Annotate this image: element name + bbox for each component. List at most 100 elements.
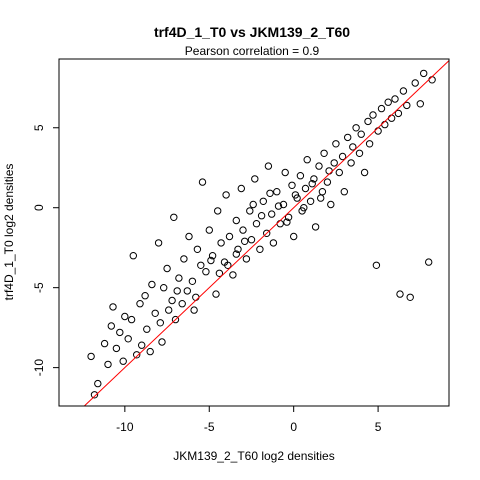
scatter-point — [214, 207, 222, 215]
y-tick-label: -5 — [32, 282, 46, 293]
scatter-point — [247, 236, 256, 244]
scatter-point — [112, 344, 121, 353]
scatter-point — [315, 162, 323, 170]
scatter-point — [127, 315, 136, 324]
scatter-point — [256, 245, 264, 254]
scatter-point — [197, 261, 205, 269]
scatter-point — [94, 379, 102, 388]
scatter-point — [300, 204, 308, 212]
scatter-point — [146, 347, 154, 356]
scatter-point — [173, 287, 181, 295]
scatter-point — [154, 239, 163, 247]
scatter-point — [384, 98, 392, 106]
scatter-point — [185, 232, 193, 241]
scatter-point — [190, 306, 198, 314]
scatter-point — [242, 255, 251, 263]
scatter-point — [163, 264, 171, 273]
scatter-point — [330, 159, 338, 167]
scatter-point — [264, 162, 273, 170]
scatter-point — [143, 325, 151, 333]
scatter-point — [252, 220, 261, 228]
scatter-point — [148, 280, 156, 289]
scatter-point — [158, 338, 166, 346]
fit-line-layer — [83, 60, 450, 407]
scatter-point — [406, 293, 414, 301]
scatter-point — [171, 315, 180, 324]
scatter-point — [284, 213, 293, 222]
scatter-point — [369, 111, 377, 119]
scatter-point — [281, 168, 289, 177]
x-axis-label: JKM139_2_T60 log2 densities — [173, 449, 334, 463]
scatter-point — [268, 210, 276, 218]
scatter-point — [273, 188, 281, 196]
scatter-point — [234, 245, 242, 254]
scatter-point — [178, 300, 186, 308]
scatter-point — [124, 335, 132, 343]
scatter-point — [229, 271, 237, 279]
scatter-point — [323, 178, 332, 186]
scatter-point — [215, 269, 224, 277]
scatter-point — [116, 328, 124, 337]
scatter-point — [241, 237, 249, 246]
chart-title: trf4D_1_T0 vs JKM139_2_T60 — [154, 24, 350, 40]
scatter-point — [391, 95, 399, 103]
y-tick-label: 0 — [32, 204, 46, 211]
scatter-point — [364, 117, 372, 126]
scatter-point — [237, 184, 246, 193]
y-axis-label: trf4D_1_T0 log2 densities — [2, 164, 16, 301]
scatter-point — [170, 213, 178, 222]
scatter-point — [317, 194, 325, 202]
scatter-point — [168, 296, 176, 305]
scatter-point — [259, 197, 267, 206]
scatter-point — [377, 104, 386, 113]
scatter-point — [425, 258, 433, 266]
scatter-point — [232, 216, 241, 225]
scatter-point — [310, 175, 318, 183]
scatter-point — [188, 277, 197, 285]
scatter-point — [104, 360, 112, 369]
x-tick-label: -10 — [116, 420, 134, 434]
scatter-point — [119, 357, 127, 365]
scatter-point — [301, 184, 310, 193]
scatter-point — [290, 232, 298, 241]
scatter-point — [296, 172, 305, 180]
scatter-point — [327, 200, 335, 209]
scatter-point — [332, 140, 340, 148]
scatter-point — [311, 223, 320, 231]
scatter-point — [291, 191, 300, 199]
scatter-point — [175, 274, 183, 282]
y-tick-label: -10 — [32, 359, 46, 377]
scatter-point — [399, 87, 408, 95]
scatter-point — [349, 143, 357, 151]
scatter-point — [180, 255, 188, 263]
scatter-point — [306, 197, 315, 206]
scatter-point — [198, 178, 207, 186]
scatter-point — [340, 188, 348, 196]
scatter-point — [151, 309, 159, 317]
scatter-point — [224, 261, 232, 269]
scatter-point — [205, 226, 214, 234]
scatter-point — [87, 352, 95, 361]
scatter-point — [360, 168, 369, 177]
scatter-point — [207, 256, 215, 265]
y-axis: -10 -5 0 5 — [32, 124, 60, 377]
scatter-point — [403, 101, 411, 110]
scatter-point — [279, 200, 288, 209]
scatter-point — [416, 100, 424, 108]
regression-line — [83, 60, 450, 407]
scatter-point — [308, 180, 316, 188]
scatter-point — [257, 212, 266, 220]
scatter-point — [303, 156, 311, 164]
scatter-point — [352, 124, 360, 132]
scatter-point — [344, 133, 352, 142]
chart-subtitle: Pearson correlation = 0.9 — [185, 44, 320, 58]
scatter-point — [266, 189, 274, 198]
x-tick-label: 0 — [290, 420, 297, 434]
scatter-point — [141, 292, 149, 300]
x-tick-label: 5 — [375, 420, 382, 434]
scatter-point — [133, 351, 141, 359]
scatter-point — [156, 319, 165, 327]
scatter-point — [263, 229, 271, 238]
